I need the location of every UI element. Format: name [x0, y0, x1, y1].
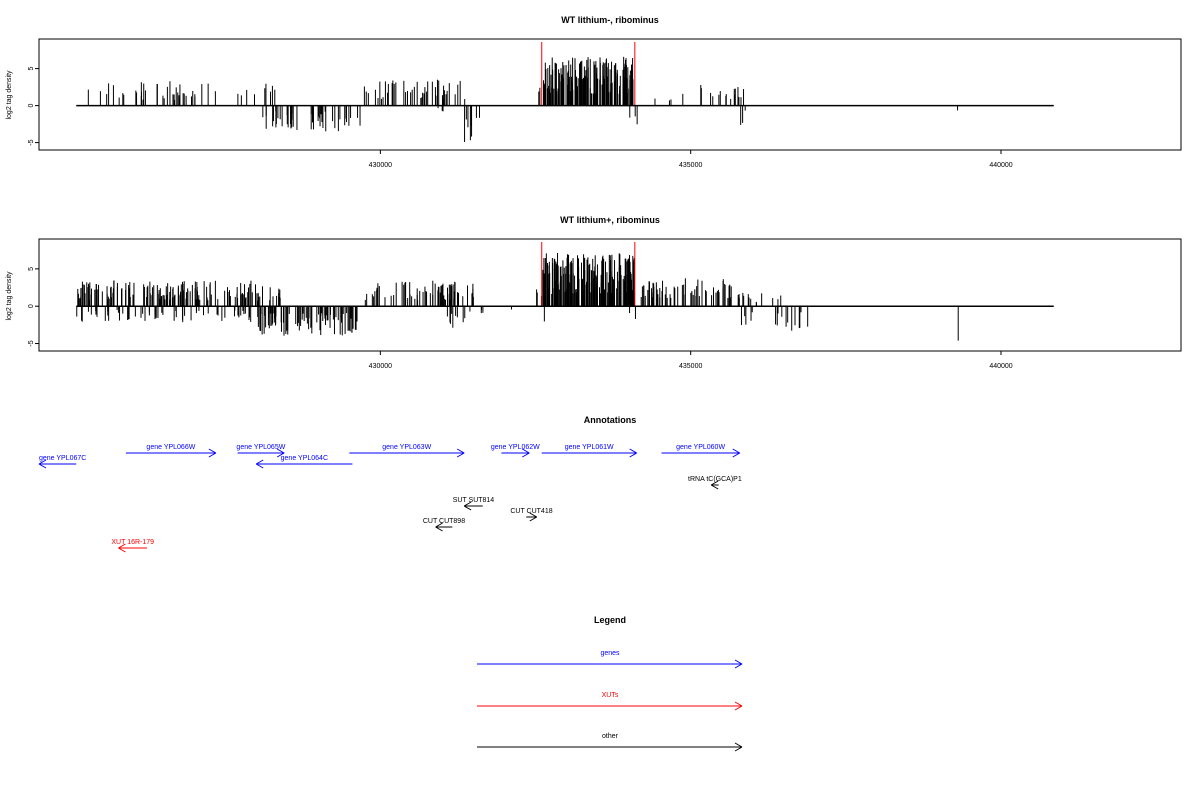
y-axis: -5 0 5: [28, 67, 39, 146]
arrowhead: [276, 452, 285, 458]
annotation-feature: tRNA tC(GCA)P1: [688, 476, 742, 490]
annotation-feature: gene YPL066W: [125, 444, 217, 458]
legend-label: other: [602, 733, 619, 740]
signal-bars: [76, 253, 959, 341]
arrowhead: [255, 459, 264, 465]
annotation-feature: CUT CUT418: [510, 508, 553, 522]
arrowhead: [529, 512, 538, 518]
y-tick-label: -5: [28, 340, 35, 346]
red-markers: [541, 242, 636, 307]
y-tick-label: 5: [28, 67, 35, 71]
x-tick-label: 440000: [989, 162, 1012, 169]
annotation-feature: XUT 16R-179: [111, 539, 154, 553]
arrowhead: [734, 746, 743, 752]
arrowhead: [38, 459, 47, 465]
arrowhead: [734, 663, 743, 669]
annotation-feature: gene YPL061W: [541, 444, 637, 458]
x-tick-label: 430000: [369, 363, 392, 370]
annotation-feature: gene YPL060W: [661, 444, 740, 458]
arrowhead: [118, 543, 126, 549]
annotation-feature: gene YPL067C: [38, 455, 86, 469]
feature-label: gene YPL060W: [676, 444, 725, 451]
x-tick-label: 435000: [679, 162, 702, 169]
annotation-feature: gene YPL063W: [349, 444, 465, 458]
arrowhead: [734, 659, 743, 665]
feature-label: XUT 16R-179: [111, 539, 154, 546]
arrowhead: [522, 448, 530, 454]
feature-label: tRNA tC(GCA)P1: [688, 476, 742, 483]
arrowhead: [208, 448, 217, 454]
arrowhead: [276, 448, 285, 454]
arrowhead: [38, 463, 47, 469]
legend-panel: Legend genes XUTs other: [477, 615, 743, 752]
feature-label: SUT SUT814: [453, 497, 495, 504]
feature-label: gene YPL063W: [382, 444, 431, 451]
arrowhead: [732, 452, 740, 458]
feature-label: gene YPL065W: [236, 444, 285, 451]
feature-label: gene YPL067C: [39, 455, 86, 462]
arrowhead: [435, 526, 443, 532]
signal-bars: [87, 56, 959, 142]
x-axis: 430000 435000 440000: [369, 150, 1013, 169]
y-axis: -5 0 5: [28, 267, 39, 347]
arrowhead: [456, 448, 465, 454]
track-plot-lithium-plus: WT lithium+, ribominus log2 tag density …: [6, 215, 1182, 370]
feature-label: gene YPL066W: [146, 444, 195, 451]
feature-label: gene YPL062W: [491, 444, 540, 451]
annotation-feature: gene YPL064C: [255, 455, 353, 469]
arrowhead: [456, 452, 465, 458]
feature-label: CUT CUT418: [510, 508, 552, 515]
arrowhead: [734, 742, 743, 748]
plot-frame: [38, 38, 1182, 151]
legend-item: XUTs: [477, 692, 743, 711]
y-axis-label: log2 tag density: [6, 70, 13, 120]
arrowhead: [734, 705, 743, 711]
arrowhead: [522, 452, 530, 458]
arrowhead: [118, 547, 126, 553]
annotation-feature: gene YPL062W: [491, 444, 540, 458]
y-axis-label: log2 tag density: [6, 271, 13, 321]
x-axis: 430000 435000 440000: [369, 351, 1013, 370]
arrowhead: [732, 448, 740, 454]
legend-title: Legend: [594, 615, 626, 625]
arrowhead: [463, 505, 472, 511]
legend-label: XUTs: [602, 692, 619, 699]
annotation-feature: gene YPL065W: [236, 444, 286, 458]
x-tick-label: 430000: [369, 162, 392, 169]
y-tick-label: -5: [28, 139, 35, 145]
arrowhead: [529, 516, 538, 522]
x-tick-label: 440000: [989, 363, 1012, 370]
legend-items: genes XUTs other: [477, 650, 743, 752]
arrowhead: [463, 501, 472, 507]
annotations-title: Annotations: [584, 415, 637, 425]
annotation-features: gene YPL067C gene YPL066W gene YPL065W gene…: [38, 444, 742, 553]
red-markers: [541, 42, 636, 106]
legend-label: genes: [600, 650, 620, 657]
annotation-feature: CUT CUT898: [423, 518, 465, 532]
arrowhead: [734, 701, 743, 707]
y-tick-label: 0: [28, 304, 35, 308]
feature-label: gene YPL061W: [565, 444, 614, 451]
legend-item: genes: [477, 650, 743, 669]
annotation-feature: SUT SUT814: [453, 497, 495, 511]
plot-frame: [38, 238, 1182, 352]
arrowhead: [435, 522, 443, 528]
feature-label: CUT CUT898: [423, 518, 465, 525]
track-plot-lithium-minus: WT lithium-, ribominus log2 tag density …: [6, 15, 1182, 169]
arrowhead: [629, 448, 637, 454]
track-title: WT lithium+, ribominus: [560, 215, 660, 225]
track-title: WT lithium-, ribominus: [561, 15, 659, 25]
y-tick-label: 0: [28, 104, 35, 108]
arrowhead: [629, 452, 637, 458]
y-tick-label: 5: [28, 267, 35, 271]
legend-item: other: [477, 733, 743, 752]
arrowhead: [710, 484, 719, 490]
feature-label: gene YPL064C: [281, 455, 328, 462]
x-tick-label: 435000: [679, 363, 702, 370]
arrowhead: [208, 452, 217, 458]
arrowhead: [255, 463, 264, 469]
arrowhead: [710, 480, 719, 486]
